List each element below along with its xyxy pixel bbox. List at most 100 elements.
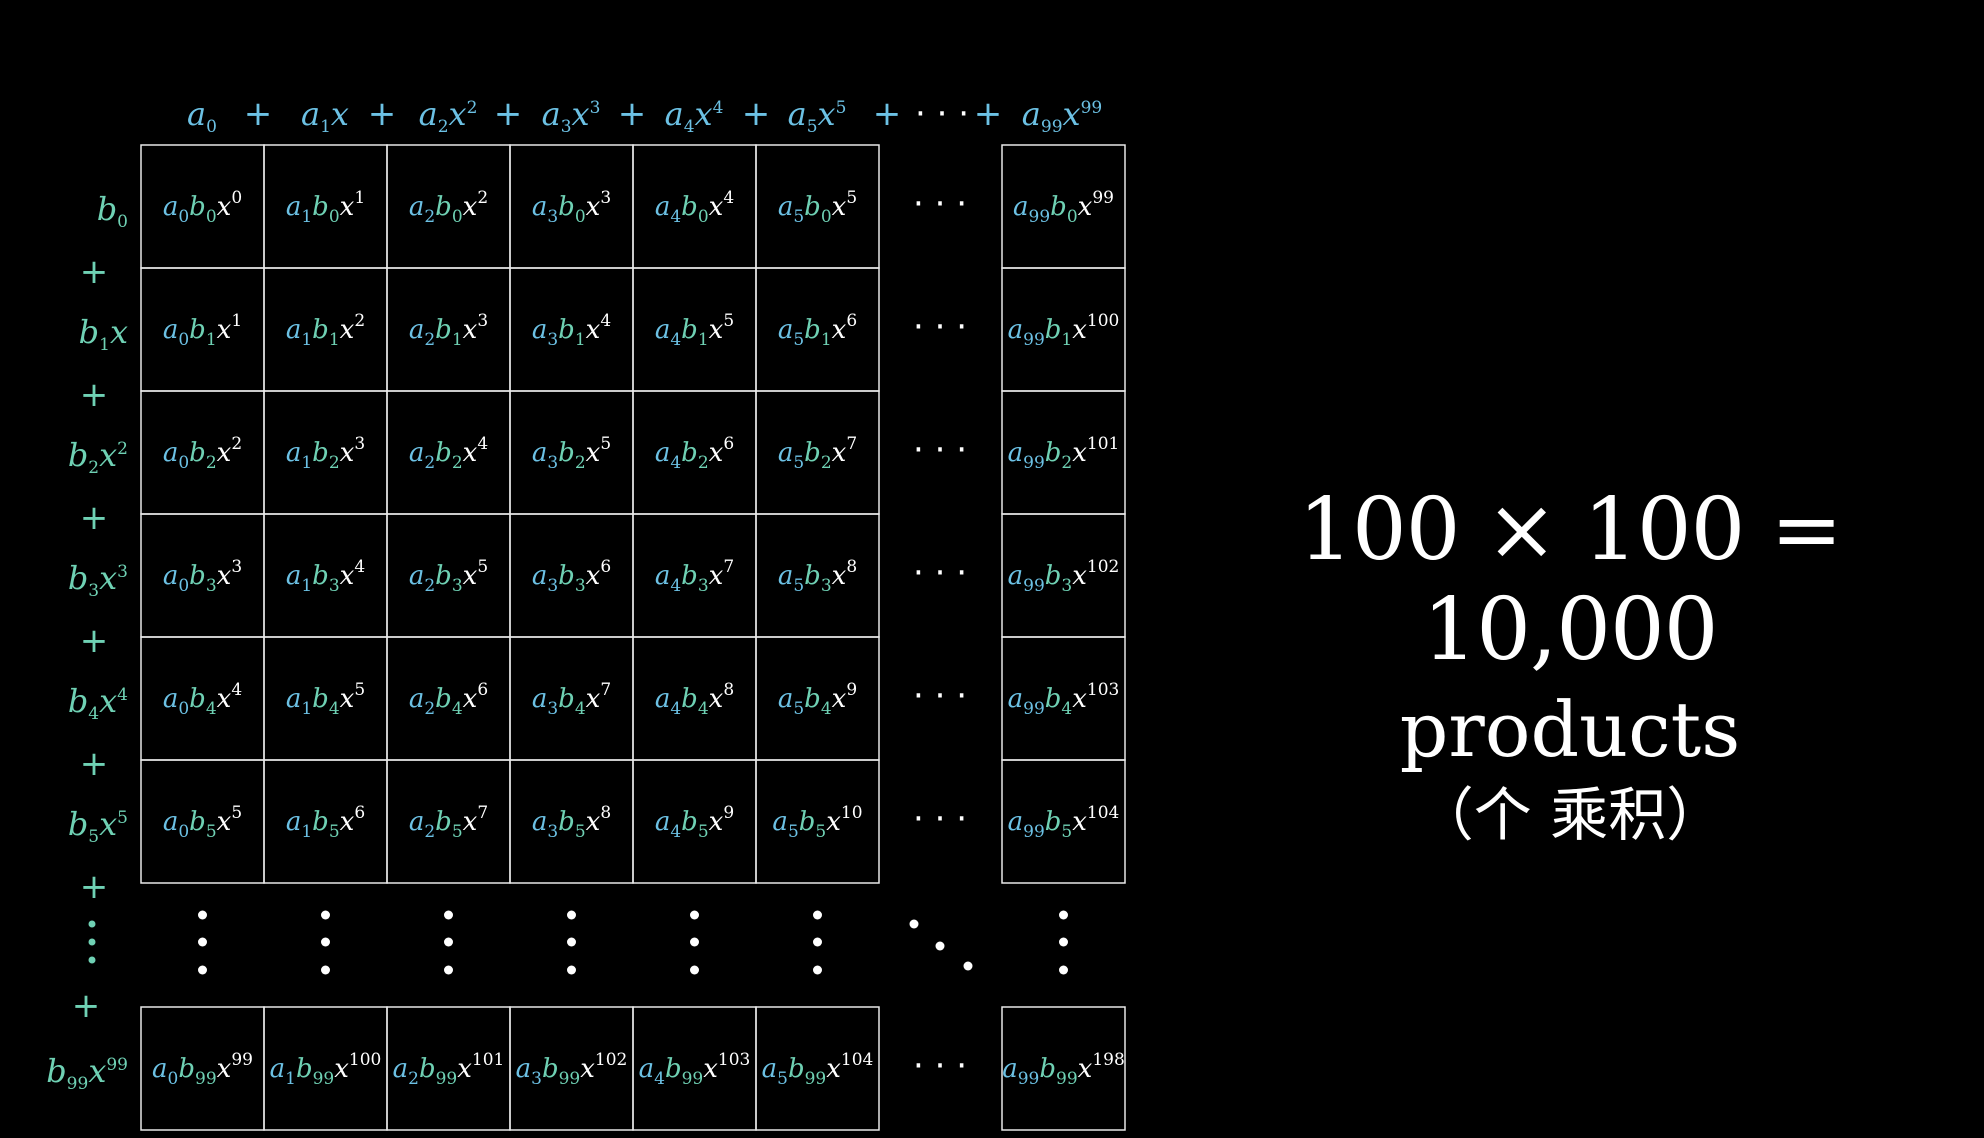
last-row-cell-border <box>755 1006 880 1131</box>
grid-cell-product: a5b2x7 <box>778 434 857 473</box>
top-plus-sign: + <box>368 94 397 134</box>
top-plus-sign: + <box>974 94 1003 134</box>
column-vertical-dot <box>690 910 699 920</box>
diagonal-dot <box>935 941 945 951</box>
grid-cell-product: a1b2x3 <box>286 434 365 473</box>
last-column-cell-border <box>1001 759 1126 884</box>
grid-cell-product: a4b0x4 <box>655 188 734 227</box>
grid-cell-product: a1b4x5 <box>286 680 365 719</box>
grid-cell-product: a2b3x5 <box>409 557 488 596</box>
column-vertical-dot <box>444 910 453 920</box>
column-vertical-dot <box>1059 937 1068 947</box>
grid-cell-border <box>755 759 880 884</box>
column-vertical-dot <box>567 937 576 947</box>
row-ellipsis: · · · <box>913 307 967 347</box>
grid-cell-product: a1b1x2 <box>286 311 365 350</box>
products-label-chinese: （个 乘积） <box>1415 781 1725 849</box>
last-column-cell-product: a99b0x99 <box>1013 188 1114 227</box>
grid-cell-product: a2b5x7 <box>409 803 488 842</box>
top-plus-sign: + <box>618 94 647 134</box>
row-ellipsis: · · · <box>913 430 967 470</box>
last-column-cell-product: a99b4x103 <box>1008 680 1120 719</box>
column-vertical-dot <box>444 965 453 975</box>
column-vertical-dot <box>198 937 207 947</box>
column-vertical-dot <box>321 965 330 975</box>
grid-cell-product: a3b3x6 <box>532 557 611 596</box>
left-plus-sign: + <box>80 744 109 784</box>
top-ellipsis: · · · <box>915 94 969 134</box>
grid-cell-product: a4b1x5 <box>655 311 734 350</box>
last-column-cell-product: a99b2x101 <box>1008 434 1120 473</box>
column-vertical-dot <box>690 965 699 975</box>
row-ellipsis: · · · <box>913 799 967 839</box>
grid-cell-product: a4b3x7 <box>655 557 734 596</box>
left-plus-sign: + <box>80 252 109 292</box>
column-vertical-dot <box>198 910 207 920</box>
left-vertical-dot <box>88 956 96 964</box>
column-vertical-dot <box>567 910 576 920</box>
column-vertical-dot <box>198 965 207 975</box>
left-plus-sign: + <box>72 986 101 1026</box>
row-ellipsis: · · · <box>913 1046 967 1086</box>
last-row-cell-product: a2b99x101 <box>393 1050 505 1089</box>
grid-cell-product: a0b1x1 <box>163 311 242 350</box>
row-ellipsis: · · · <box>913 184 967 224</box>
grid-cell-product: a3b4x7 <box>532 680 611 719</box>
grid-cell-product: a3b1x4 <box>532 311 611 350</box>
top-header-last-term: a99x99 <box>1022 95 1102 137</box>
left-header-term: b1x <box>79 313 128 355</box>
left-plus-sign: + <box>80 621 109 661</box>
left-plus-sign: + <box>80 375 109 415</box>
column-vertical-dot <box>813 965 822 975</box>
corner-cell-product: a99b99x198 <box>1002 1050 1125 1089</box>
top-header-term: a4x4 <box>665 95 724 137</box>
top-plus-sign: + <box>873 94 902 134</box>
grid-cell-product: a5b4x9 <box>778 680 857 719</box>
column-vertical-dot <box>1059 965 1068 975</box>
grid-cell-product: a5b1x6 <box>778 311 857 350</box>
diagonal-dot <box>963 961 973 971</box>
last-column-cell-product: a99b5x104 <box>1008 803 1120 842</box>
top-header-term: a1x <box>301 95 349 137</box>
left-plus-sign: + <box>80 498 109 538</box>
top-header-term: a3x3 <box>542 95 601 137</box>
column-vertical-dot <box>690 937 699 947</box>
grid-cell-product: a4b2x6 <box>655 434 734 473</box>
column-vertical-dot <box>813 937 822 947</box>
last-row-cell-product: a5b99x104 <box>762 1050 874 1089</box>
left-header-term: b0 <box>97 190 128 232</box>
left-header-term: b2x2 <box>68 436 128 478</box>
last-row-cell-product: a3b99x102 <box>516 1050 628 1089</box>
top-header-term: a0 <box>187 95 217 137</box>
grid-cell-product: a1b3x4 <box>286 557 365 596</box>
grid-cell-product: a5b5x10 <box>772 803 862 842</box>
left-vertical-dot <box>88 920 96 928</box>
column-vertical-dot <box>567 965 576 975</box>
left-header-term: b4x4 <box>68 682 128 724</box>
column-vertical-dot <box>321 937 330 947</box>
grid-cell-product: a3b0x3 <box>532 188 611 227</box>
grid-cell-product: a0b4x4 <box>163 680 242 719</box>
grid-cell-product: a5b3x8 <box>778 557 857 596</box>
left-header-term: b3x3 <box>68 559 128 601</box>
left-header-term: b5x5 <box>68 805 128 847</box>
row-ellipsis: · · · <box>913 676 967 716</box>
column-vertical-dot <box>444 937 453 947</box>
grid-cell-product: a0b0x0 <box>163 188 242 227</box>
grid-cell-product: a1b5x6 <box>286 803 365 842</box>
grid-cell-product: a3b2x5 <box>532 434 611 473</box>
grid-cell-product: a1b0x1 <box>286 188 365 227</box>
left-vertical-dot <box>88 938 96 946</box>
top-plus-sign: + <box>494 94 523 134</box>
row-ellipsis: · · · <box>913 553 967 593</box>
top-header-term: a2x2 <box>419 95 478 137</box>
grid-cell-product: a0b3x3 <box>163 557 242 596</box>
top-plus-sign: + <box>244 94 273 134</box>
column-vertical-dot <box>1059 910 1068 920</box>
top-header-term: a5x5 <box>788 95 847 137</box>
top-plus-sign: + <box>742 94 771 134</box>
left-plus-sign: + <box>80 867 109 907</box>
column-vertical-dot <box>321 910 330 920</box>
products-label: products <box>1399 685 1741 774</box>
